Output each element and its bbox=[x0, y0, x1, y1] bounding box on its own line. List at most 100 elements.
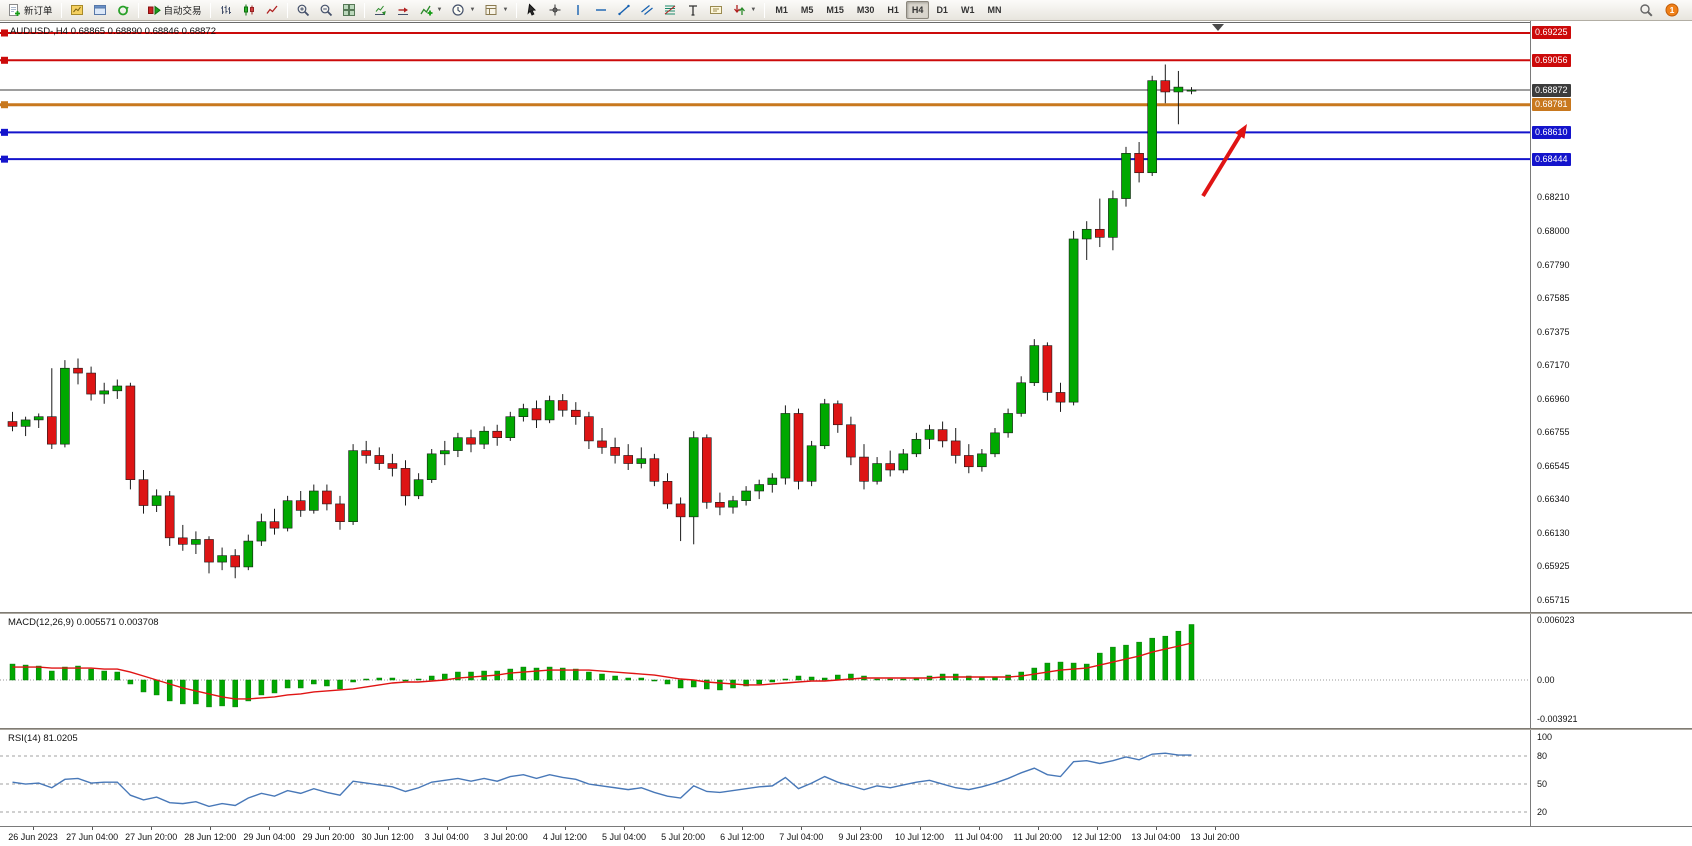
toolbar-separator bbox=[60, 2, 62, 18]
timeframe-button-w1[interactable]: W1 bbox=[960, 5, 975, 15]
timeframe-button-h4[interactable]: H4 bbox=[905, 1, 930, 19]
time-axis-label: 13 Jul 20:00 bbox=[1190, 832, 1240, 842]
candle-bearish bbox=[1095, 228, 1105, 238]
time-axis-tick bbox=[860, 827, 862, 830]
new-order-button[interactable]: 新订单 bbox=[3, 1, 57, 19]
price-tag: 0.68781 bbox=[1532, 98, 1571, 112]
timeframe-button-h1[interactable]: H1 bbox=[887, 5, 899, 15]
auto-trading-icon bbox=[147, 5, 161, 16]
bar-chart-button[interactable] bbox=[215, 1, 237, 19]
candle-bullish bbox=[1186, 89, 1197, 92]
candle-bearish bbox=[335, 503, 345, 522]
hlines-layer[interactable] bbox=[0, 29, 1530, 163]
vertical-line-icon bbox=[577, 5, 580, 15]
time-axis-label: 27 Jun 20:00 bbox=[125, 832, 178, 842]
templates-button[interactable]: ▼ bbox=[480, 1, 512, 19]
text-button[interactable] bbox=[682, 1, 704, 19]
price-scale-label: 0.67790 bbox=[1537, 259, 1570, 270]
candle-bearish bbox=[701, 437, 712, 503]
auto-scroll-button[interactable] bbox=[369, 1, 391, 19]
macd-panel-svg[interactable] bbox=[0, 614, 1530, 728]
periods-button[interactable]: ▼ bbox=[447, 1, 479, 19]
candle-bullish bbox=[518, 408, 529, 417]
auto-trading-button[interactable]: 自动交易 bbox=[143, 1, 206, 19]
timeframe-button-mn[interactable]: MN bbox=[987, 5, 1002, 15]
macd-histogram bbox=[9, 624, 1195, 708]
candle-bearish bbox=[846, 424, 856, 458]
candlestick-chart-button[interactable] bbox=[238, 1, 260, 19]
panel-splitter-rsi[interactable] bbox=[0, 728, 1692, 730]
fibonacci-button[interactable] bbox=[659, 1, 681, 19]
hline-left-anchor[interactable] bbox=[1, 155, 8, 163]
candle-bullish bbox=[20, 419, 31, 427]
cursor-icon bbox=[527, 3, 537, 16]
toolbar: 新订单 自动交易 ▼ ▼ ▼ ▼ M1 M5 M15 M30 H1 H4 D1 W1 MN 1 bbox=[0, 0, 1692, 21]
navigator-button[interactable] bbox=[112, 1, 134, 19]
candle-bullish bbox=[741, 490, 751, 501]
time-axis-tick bbox=[564, 827, 566, 830]
timeframe-button-m5[interactable]: M5 bbox=[800, 5, 814, 15]
vertical-line-button[interactable] bbox=[567, 1, 589, 19]
cursor-button[interactable] bbox=[521, 1, 543, 19]
channel-button[interactable] bbox=[636, 1, 658, 19]
time-axis-tick bbox=[92, 827, 94, 830]
market-watch-button[interactable] bbox=[66, 1, 88, 19]
candle-bearish bbox=[178, 537, 188, 545]
candle-bearish bbox=[374, 455, 385, 464]
candle-bullish bbox=[413, 479, 424, 497]
hline-left-anchor[interactable] bbox=[1, 56, 8, 64]
candle-bullish bbox=[243, 540, 254, 568]
crosshair-button[interactable] bbox=[544, 1, 566, 19]
toolbar-separator bbox=[363, 2, 365, 18]
chart-shift-button[interactable] bbox=[392, 1, 414, 19]
trendline-button[interactable] bbox=[613, 1, 635, 19]
price-scale[interactable]: 0.68210 0.68000 0.67790 0.67585 0.67375 0.671… bbox=[1530, 21, 1692, 846]
candle-bearish bbox=[610, 447, 620, 456]
main-chart-svg[interactable] bbox=[0, 22, 1530, 612]
hline-left-anchor[interactable] bbox=[1, 29, 8, 37]
price-scale-label: 100 bbox=[1537, 732, 1553, 743]
candle-bearish bbox=[125, 385, 136, 480]
label-button[interactable] bbox=[705, 1, 727, 19]
candle-bullish bbox=[1108, 198, 1118, 238]
candle-bullish bbox=[636, 458, 647, 464]
horizontal-line-button[interactable] bbox=[590, 1, 612, 19]
auto-scroll-icon bbox=[374, 5, 386, 16]
zoom-out-button[interactable] bbox=[315, 1, 337, 19]
search-button[interactable] bbox=[1635, 1, 1657, 19]
new-order-icon bbox=[9, 4, 20, 16]
hline-left-anchor[interactable] bbox=[1, 128, 8, 136]
time-axis[interactable]: 26 Jun 2023 27 Jun 04:00 27 Jun 20:00 28 Ju… bbox=[0, 826, 1692, 846]
zoom-in-button[interactable] bbox=[292, 1, 314, 19]
line-chart-button[interactable] bbox=[261, 1, 283, 19]
timeframe-button-m30[interactable]: M30 bbox=[856, 5, 875, 15]
toolbar-separator bbox=[516, 2, 518, 18]
panel-splitter-macd[interactable] bbox=[0, 612, 1692, 614]
indicators-button[interactable]: ▼ bbox=[415, 1, 447, 19]
timeframe-button-m15[interactable]: M15 bbox=[826, 5, 844, 15]
notifications-button[interactable]: 1 bbox=[1661, 1, 1683, 19]
candle-bullish bbox=[191, 539, 201, 545]
candle-bullish bbox=[806, 445, 817, 482]
tile-windows-button[interactable] bbox=[338, 1, 360, 19]
chart-shift-marker[interactable] bbox=[1212, 24, 1224, 31]
price-tag: 0.69225 bbox=[1532, 26, 1571, 40]
candle-bullish bbox=[282, 500, 293, 529]
price-scale-label: 0.65715 bbox=[1537, 595, 1570, 606]
hline-left-anchor[interactable] bbox=[1, 101, 8, 109]
trend-arrow[interactable] bbox=[1201, 123, 1247, 198]
candle-bearish bbox=[295, 500, 306, 511]
data-window-button[interactable] bbox=[89, 1, 111, 19]
timeframe-button-d1[interactable]: D1 bbox=[936, 5, 948, 15]
price-scale-label: 0.68210 bbox=[1537, 191, 1570, 202]
toolbar-separator bbox=[286, 2, 288, 18]
candle-bearish bbox=[963, 455, 974, 468]
candle-bearish bbox=[269, 521, 280, 529]
macd-label: MACD(12,26,9) 0.005571 0.003708 bbox=[8, 617, 159, 628]
arrows-button[interactable]: ▼ bbox=[728, 1, 760, 19]
time-axis-label: 27 Jun 04:00 bbox=[66, 832, 119, 842]
rsi-panel-svg[interactable] bbox=[0, 730, 1530, 826]
price-tag: 0.68610 bbox=[1532, 125, 1571, 139]
price-scale-label: 0.006023 bbox=[1537, 614, 1575, 625]
timeframe-button-m1[interactable]: M1 bbox=[775, 5, 788, 15]
